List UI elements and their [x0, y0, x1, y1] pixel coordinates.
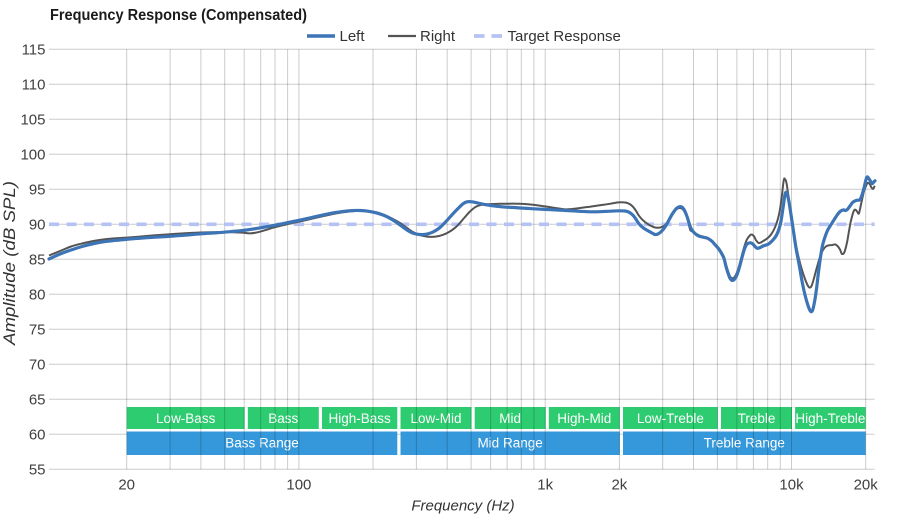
svg-text:100: 100	[20, 147, 45, 164]
svg-text:115: 115	[22, 42, 46, 59]
svg-text:Low-Treble: Low-Treble	[637, 411, 704, 426]
svg-text:55: 55	[29, 462, 46, 479]
svg-text:90: 90	[29, 217, 46, 234]
svg-text:95: 95	[29, 182, 46, 199]
svg-text:High-Mid: High-Mid	[557, 411, 611, 426]
svg-text:High-Bass: High-Bass	[328, 411, 391, 426]
svg-text:Frequency Response (Compensate: Frequency Response (Compensated)	[50, 7, 307, 24]
svg-text:75: 75	[29, 322, 46, 339]
svg-text:Low-Mid: Low-Mid	[410, 411, 461, 426]
svg-text:Right: Right	[420, 28, 456, 45]
svg-text:80: 80	[29, 287, 46, 304]
svg-text:Frequency (Hz): Frequency (Hz)	[411, 498, 514, 515]
svg-text:Mid Range: Mid Range	[477, 436, 542, 451]
svg-text:Bass: Bass	[268, 411, 298, 426]
svg-text:100: 100	[286, 477, 311, 494]
svg-text:Bass Range: Bass Range	[225, 436, 299, 451]
svg-text:Treble: Treble	[738, 411, 776, 426]
svg-text:Low-Bass: Low-Bass	[156, 411, 216, 426]
svg-text:10k: 10k	[779, 477, 804, 494]
svg-text:105: 105	[20, 112, 45, 129]
svg-text:65: 65	[29, 392, 46, 409]
svg-text:110: 110	[22, 77, 46, 94]
svg-text:85: 85	[29, 252, 46, 269]
svg-text:20k: 20k	[854, 477, 879, 494]
svg-text:60: 60	[29, 427, 46, 444]
svg-text:1k: 1k	[537, 477, 553, 494]
svg-text:Treble Range: Treble Range	[704, 436, 785, 451]
svg-text:Target Response: Target Response	[508, 28, 621, 45]
svg-text:Amplitude (dB SPL): Amplitude (dB SPL)	[0, 181, 19, 346]
svg-text:2k: 2k	[611, 477, 627, 494]
svg-text:70: 70	[29, 357, 46, 374]
svg-text:Left: Left	[340, 28, 366, 45]
svg-text:High-Treble: High-Treble	[795, 411, 865, 426]
svg-text:Mid: Mid	[499, 411, 521, 426]
svg-text:20: 20	[118, 477, 135, 494]
